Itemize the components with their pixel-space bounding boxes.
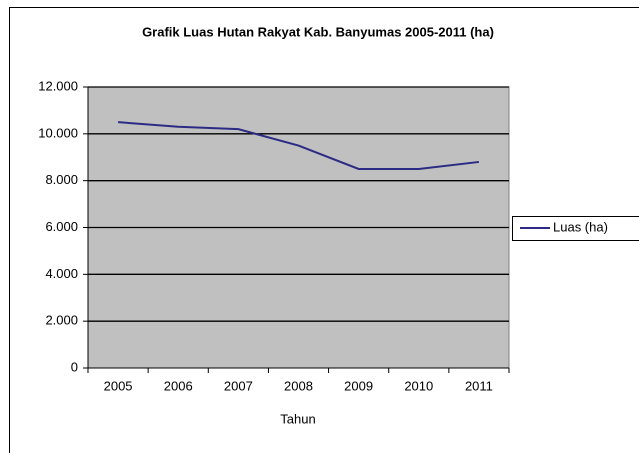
x-tick-label: 2008 bbox=[284, 378, 313, 393]
x-tick-label: 2006 bbox=[164, 378, 193, 393]
x-tick-label: 2005 bbox=[104, 378, 133, 393]
legend-label: Luas (ha) bbox=[553, 219, 608, 234]
x-tick-label: 2007 bbox=[224, 378, 253, 393]
chart-title: Grafik Luas Hutan Rakyat Kab. Banyumas 2… bbox=[142, 24, 494, 39]
y-tick-label: 0 bbox=[71, 359, 78, 374]
x-axis-label: Tahun bbox=[280, 411, 315, 426]
y-tick-label: 4.000 bbox=[45, 266, 78, 281]
x-tick-label: 2011 bbox=[465, 378, 493, 393]
y-tick-label: 10.000 bbox=[38, 125, 78, 140]
data-line bbox=[117, 121, 480, 170]
y-tick-label: 6.000 bbox=[45, 219, 78, 234]
x-tick-label: 2010 bbox=[404, 378, 433, 393]
y-tick-label: 8.000 bbox=[45, 172, 78, 187]
x-tick-label: 2009 bbox=[344, 378, 373, 393]
y-tick-label: 2.000 bbox=[45, 313, 78, 328]
y-tick-label: 12.000 bbox=[38, 78, 78, 93]
